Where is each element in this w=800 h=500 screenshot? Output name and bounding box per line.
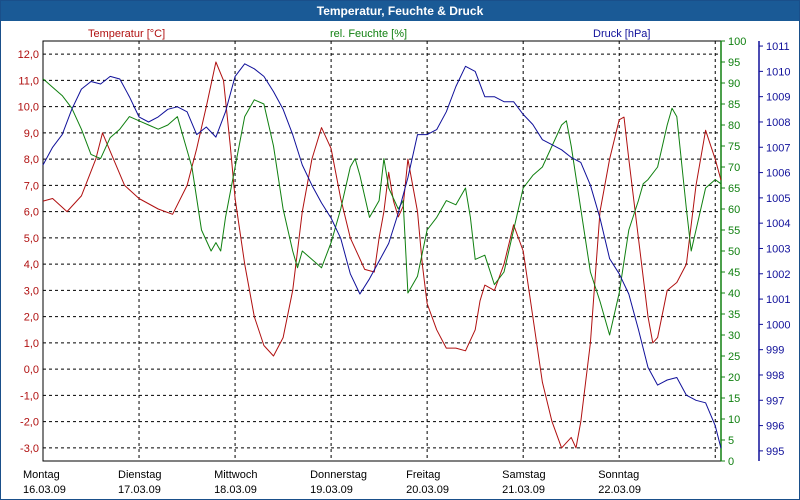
- pressure-tick-label: 998: [766, 370, 784, 382]
- day-name-label: Montag: [23, 469, 60, 481]
- temperature-tick-label: 3,0: [24, 285, 39, 297]
- pressure-tick-label: 997: [766, 395, 784, 407]
- day-date-label: 16.03.09: [23, 484, 66, 496]
- humidity-tick-label: 15: [728, 393, 740, 405]
- tick-labels: 12,0 11,0 10,0 9,0 8,0 7,0 6,0 5,0 4,0 3,0 2,0 1,0 0…: [18, 36, 791, 468]
- pressure-tick-label: 1011: [766, 41, 790, 53]
- day-name-label: Dienstag: [118, 469, 161, 481]
- day-name-label: Sonntag: [598, 469, 639, 481]
- humidity-tick-label: 50: [728, 246, 740, 258]
- humidity-tick-label: 95: [728, 57, 740, 69]
- pressure-tick-label: 995: [766, 446, 784, 458]
- series-lines: [42, 61, 722, 449]
- humidity-axis-label: rel. Feuchte [%]: [330, 28, 407, 40]
- humidity-tick-label: 60: [728, 204, 740, 216]
- temperature-tick-label: 1,0: [24, 338, 39, 350]
- temperature-tick-label: 9,0: [24, 128, 39, 140]
- humidity-tick-label: 80: [728, 120, 740, 132]
- temperature-tick-label: 7,0: [24, 180, 39, 192]
- day-name-label: Freitag: [406, 469, 440, 481]
- humidity-tick-label: 35: [728, 309, 740, 321]
- temperature-tick-label: 0,0: [24, 364, 39, 376]
- humidity-tick-label: 100: [728, 36, 746, 48]
- pressure-tick-label: 1004: [766, 218, 790, 230]
- temperature-tick-label: 5,0: [24, 233, 39, 245]
- day-date-label: 22.03.09: [598, 484, 641, 496]
- temperature-tick-label: 10,0: [18, 102, 39, 114]
- day-date-label: 19.03.09: [310, 484, 353, 496]
- humidity-tick-label: 10: [728, 414, 740, 426]
- humidity-tick-label: 85: [728, 99, 740, 111]
- pressure-tick-label: 1006: [766, 168, 790, 180]
- temperature-axis-label: Temperatur [°C]: [88, 28, 165, 40]
- temperature-tick-label: 8,0: [24, 154, 39, 166]
- humidity-tick-label: 30: [728, 330, 740, 342]
- pressure-tick-label: 996: [766, 421, 784, 433]
- temperature-tick-label: 11,0: [18, 75, 39, 87]
- temperature-tick-label: 6,0: [24, 207, 39, 219]
- humidity-tick-label: 65: [728, 183, 740, 195]
- pressure-line: [42, 63, 722, 449]
- temperature-line: [42, 61, 722, 449]
- axes: [42, 40, 760, 462]
- humidity-tick-label: 45: [728, 267, 740, 279]
- day-date-label: 20.03.09: [406, 484, 449, 496]
- pressure-tick-label: 999: [766, 345, 784, 357]
- day-name-label: Donnerstag: [310, 469, 367, 481]
- humidity-tick-label: 20: [728, 372, 740, 384]
- temperature-tick-label: 12,0: [18, 49, 39, 61]
- pressure-tick-label: 1008: [766, 117, 790, 129]
- temperature-tick-label: 2,0: [24, 312, 39, 324]
- pressure-tick-label: 1010: [766, 66, 790, 78]
- temperature-tick-label: -3,0: [20, 443, 39, 455]
- title-bar: Temperatur, Feuchte & Druck: [1, 1, 799, 21]
- pressure-axis-label: Druck [hPa]: [593, 28, 650, 40]
- pressure-tick-label: 1003: [766, 243, 790, 255]
- humidity-tick-label: 75: [728, 141, 740, 153]
- humidity-tick-label: 0: [728, 456, 734, 468]
- day-labels: Montag 16.03.09 Dienstag 17.03.09 Mittwoch 18…: [23, 469, 641, 496]
- pressure-tick-label: 1001: [766, 294, 790, 306]
- humidity-tick-label: 5: [728, 435, 734, 447]
- day-name-label: Mittwoch: [214, 469, 257, 481]
- humidity-line: [42, 78, 722, 336]
- temperature-tick-label: -2,0: [20, 417, 39, 429]
- grid: [43, 41, 721, 461]
- humidity-tick-label: 25: [728, 351, 740, 363]
- temperature-tick-label: -1,0: [20, 390, 39, 402]
- day-name-label: Samstag: [502, 469, 545, 481]
- humidity-tick-label: 55: [728, 225, 740, 237]
- humidity-tick-label: 40: [728, 288, 740, 300]
- temperature-tick-label: 4,0: [24, 259, 39, 271]
- humidity-tick-label: 70: [728, 162, 740, 174]
- pressure-tick-label: 1002: [766, 269, 790, 281]
- day-date-label: 18.03.09: [214, 484, 257, 496]
- day-date-label: 17.03.09: [118, 484, 161, 496]
- day-date-label: 21.03.09: [502, 484, 545, 496]
- humidity-tick-label: 90: [728, 78, 740, 90]
- pressure-tick-label: 1000: [766, 319, 790, 331]
- pressure-tick-label: 1005: [766, 193, 790, 205]
- pressure-tick-label: 1009: [766, 92, 790, 104]
- pressure-tick-label: 1007: [766, 142, 790, 154]
